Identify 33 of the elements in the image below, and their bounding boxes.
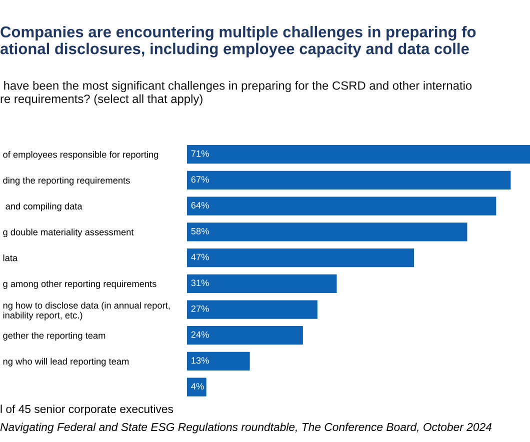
y-tick-label: g among other reporting requirements — [3, 280, 156, 289]
bar — [187, 300, 318, 319]
y-tick-label: ding the reporting requirements — [3, 176, 130, 186]
bar — [187, 145, 530, 164]
bar — [187, 170, 511, 190]
data-label: 67% — [191, 176, 209, 183]
data-label: 13% — [192, 357, 209, 364]
chart-title: Companies are encountering multiple challenges in preparing fo ational disclosures, including employee capacity and data colle — [0, 26, 476, 58]
y-tick-label: gether the reporting team — [3, 332, 106, 341]
y-tick-label: lata — [3, 254, 18, 262]
data-label: 24% — [191, 331, 209, 338]
bar — [187, 352, 250, 371]
bar — [187, 378, 206, 396]
bar — [187, 222, 468, 242]
y-tick-label: ng how to disclose data (in annual report, inability report, etc.) — [3, 302, 170, 320]
data-label: 31% — [191, 280, 209, 286]
bar — [187, 196, 496, 216]
chart-subtitle: have been the most significant challenges in preparing for the CSRD and other internatio re requirements? (select all that apply) — [0, 81, 472, 106]
bar — [187, 248, 414, 268]
data-label: 27% — [191, 305, 209, 312]
y-tick-label: ng who will lead reporting team — [3, 358, 129, 366]
text: Navigating Federal and State ESG Regulations roundtable, The Conference Board, October 2024 — [0, 422, 492, 434]
bar — [187, 326, 303, 345]
bar — [187, 274, 337, 293]
y-tick-label: and compiling data — [6, 202, 82, 212]
y-tick-label: of employees responsible for reporting — [3, 151, 158, 160]
y-tick-label: g double materiality assessment — [3, 228, 134, 238]
data-label: 47% — [191, 254, 209, 260]
text: l of 45 senior corporate executives — [0, 404, 174, 416]
data-label: 64% — [191, 202, 209, 209]
data-label: 4% — [191, 383, 204, 390]
data-label: 71% — [191, 150, 209, 157]
data-label: 58% — [191, 228, 209, 234]
